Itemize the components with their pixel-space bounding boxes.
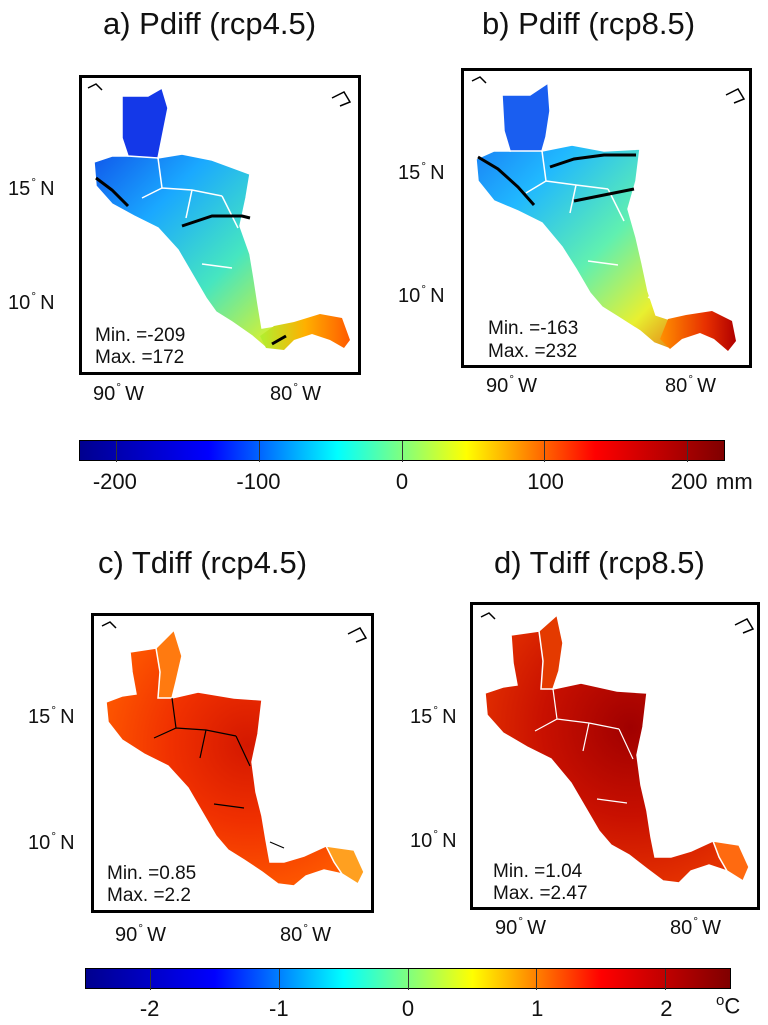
panel-c-lat-10: 10° N <box>28 829 75 854</box>
panel-b-lat-10: 10° N <box>398 282 445 307</box>
panel-c-coast-east <box>324 845 365 886</box>
panel-d-max: Max. =2.47 <box>493 883 588 904</box>
precip-colorbar-tick-0 <box>115 441 117 462</box>
panel-d-lon-80: 80° W <box>670 914 721 939</box>
temp-colorbar-tick-4 <box>664 969 666 990</box>
panel-d-coast-east <box>711 840 750 883</box>
precip-colorbar-tick-1 <box>258 441 260 462</box>
panel-c-lat-15: 15° N <box>28 703 75 728</box>
precip-colorbar-unit: mm <box>716 469 753 494</box>
panel-d-map: Min. =1.04 Max. =2.47 <box>470 602 760 910</box>
panel-b-coast-fragment <box>471 76 746 104</box>
panel-b-warm-region <box>660 311 736 351</box>
temp-colorbar-tick-label-3: 1 <box>531 996 544 1021</box>
panel-c-lon-90: 90° W <box>115 921 166 946</box>
panel-c-map: Min. =0.85 Max. =2.2 <box>91 613 374 913</box>
precip-colorbar-tick-label-4: 200 <box>670 469 708 494</box>
precip-colorbar-tick-label-1: -100 <box>236 469 281 494</box>
precip-colorbar-tick-2 <box>401 441 403 462</box>
panel-c-border-lines <box>153 697 285 849</box>
temp-colorbar-tick-label-2: 0 <box>401 996 415 1021</box>
panel-b-zero-line <box>477 153 636 206</box>
temp-colorbar-tick-label-1: -1 <box>269 996 289 1021</box>
precip-colorbar <box>79 440 725 462</box>
panel-c-map-svg <box>101 621 368 887</box>
panel-a-zero-line <box>95 176 287 346</box>
precip-colorbar-tick-4 <box>687 441 689 462</box>
precip-colorbar-tick-label-0: -200 <box>92 469 137 494</box>
panel-a-lon-80: 80° W <box>270 380 321 405</box>
temp-colorbar-unit: oC <box>716 992 741 1019</box>
panel-a-lat-10: 10° N <box>8 289 55 314</box>
panel-a-blue-region <box>121 86 169 159</box>
panel-d-min: Min. =1.04 <box>493 861 583 882</box>
panel-a-lon-90: 90° W <box>93 380 144 405</box>
temp-colorbar <box>85 968 731 990</box>
precip-colorbar-tick-label-3: 100 <box>527 469 564 494</box>
panel-b-lat-15: 15° N <box>398 159 445 184</box>
temp-colorbar-tick-label-0: -2 <box>139 996 160 1021</box>
panel-c-orange-region <box>155 628 183 699</box>
panel-c-land <box>105 628 365 887</box>
temp-colorbar-tick-1 <box>278 969 280 990</box>
panel-d-title: d) Tdiff (rcp8.5) <box>494 545 705 580</box>
panel-a-lat-15: 15° N <box>8 175 55 200</box>
panel-b-lon-90: 90° W <box>486 372 537 397</box>
panel-c-lon-80: 80° W <box>280 921 331 946</box>
precip-colorbar-tick-label-2: 0 <box>395 469 409 494</box>
panel-a-coast-fragment <box>87 83 352 107</box>
panel-b-max: Max. =232 <box>488 341 578 362</box>
temp-colorbar-tick-2 <box>407 969 409 990</box>
panel-d-coast-fragment <box>480 612 755 634</box>
panel-a-border-lines <box>141 157 273 309</box>
panel-d-border-lines <box>534 688 670 844</box>
panel-a-warm-region <box>260 314 350 350</box>
precip-colorbar-tick-3 <box>544 441 546 462</box>
temp-colorbar-tick-3 <box>536 969 538 990</box>
panel-d-orange-region <box>538 613 564 690</box>
panel-c-coast-fragment <box>101 621 368 643</box>
panel-d-land <box>484 613 750 884</box>
panel-c-min: Min. =0.85 <box>107 863 197 884</box>
panel-d-lat-10: 10° N <box>410 827 457 852</box>
panel-b-min: Min. =-163 <box>488 318 579 339</box>
panel-c-max: Max. =2.2 <box>107 885 191 906</box>
panel-a-title: a) Pdiff (rcp4.5) <box>103 6 317 41</box>
panel-b-blue-region <box>501 81 551 152</box>
panel-d-lat-15: 15° N <box>410 703 457 728</box>
panel-a-map-svg <box>87 83 352 351</box>
panel-d-lon-90: 90° W <box>495 914 546 939</box>
panel-b-lon-80: 80° W <box>665 372 716 397</box>
panel-c-title: c) Tdiff (rcp4.5) <box>98 545 308 580</box>
panel-b-title: b) Pdiff (rcp8.5) <box>482 6 696 41</box>
panel-b-map-svg <box>471 76 746 353</box>
panel-b-border-lines <box>525 150 663 304</box>
temp-colorbar-tick-0 <box>150 969 152 990</box>
temp-colorbar-tick-label-4: 2 <box>660 996 673 1021</box>
panel-a-map: Min. =-209 Max. =172 <box>79 75 361 375</box>
panel-d-map-svg <box>480 612 755 884</box>
panel-a-min: Min. =-209 <box>95 325 186 346</box>
panel-b-map: Min. =-163 Max. =232 <box>461 68 752 368</box>
panel-a-max: Max. =172 <box>95 347 185 368</box>
